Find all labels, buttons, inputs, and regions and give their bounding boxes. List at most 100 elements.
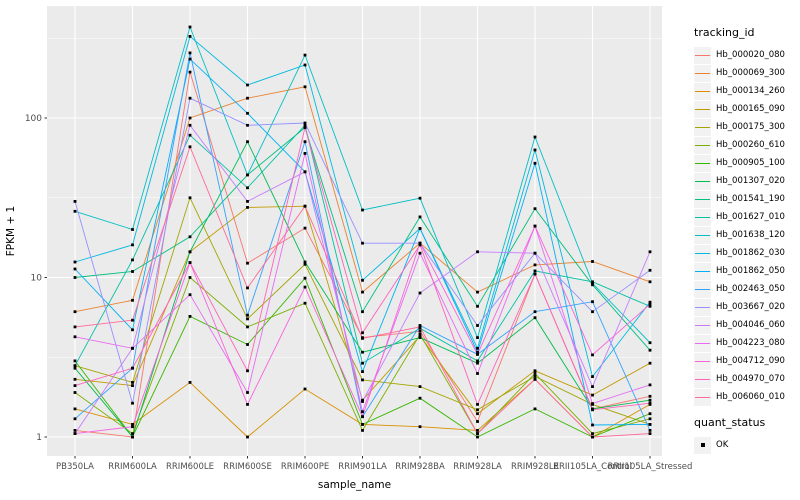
data-point [73, 359, 77, 363]
data-point [361, 331, 364, 335]
data-point [303, 387, 307, 391]
legend-line-swatch [695, 216, 710, 218]
legend-item: Hb_001307_020 [694, 172, 800, 190]
legend-item-label: Hb_000260_610 [716, 140, 785, 150]
legend-key-box [694, 208, 711, 226]
legend-key-box [694, 244, 711, 262]
data-point [246, 123, 249, 127]
data-point [73, 310, 77, 314]
data-point [188, 116, 192, 120]
data-point [131, 423, 134, 426]
legend-key-box [694, 262, 711, 280]
legend-item-label: Hb_001638_120 [716, 230, 785, 240]
legend-item-label: Hb_001541_190 [716, 194, 785, 204]
data-point [246, 261, 249, 265]
legend-entries: Hb_000020_080 Hb_000069_300 Hb_000134_260 H… [694, 46, 800, 406]
legend-item: Hb_000134_260 [694, 82, 800, 100]
data-point [476, 361, 479, 365]
legend-item: Hb_004046_060 [694, 316, 800, 334]
y-axis-title: FPKM + 1 [5, 206, 17, 256]
data-point [533, 272, 537, 276]
data-point [361, 350, 364, 354]
data-point [648, 361, 652, 365]
data-point [533, 316, 537, 320]
data-point [361, 278, 364, 282]
x-tick-label: RRIM600PE [281, 462, 329, 472]
data-point [303, 126, 307, 129]
data-point [73, 364, 77, 368]
data-point [361, 415, 364, 419]
data-point [533, 310, 537, 314]
data-point [188, 25, 192, 29]
data-point [303, 63, 307, 67]
data-point [188, 261, 192, 264]
data-point [73, 377, 77, 381]
legend-item-label: Hb_000020_080 [716, 50, 785, 60]
legend-key-box [694, 172, 711, 190]
data-point [476, 324, 479, 327]
data-point [591, 310, 594, 314]
data-point [476, 420, 479, 423]
data-point [188, 133, 192, 137]
legend-item: Hb_001627_010 [694, 208, 800, 226]
data-point [131, 432, 134, 435]
data-point [73, 267, 77, 271]
x-tick-label: RRIM928BA [395, 462, 445, 472]
data-point [648, 348, 652, 352]
x-axis-title: sample_name [318, 479, 391, 491]
data-point [591, 280, 594, 284]
legend-item: Hb_004712_090 [694, 352, 800, 370]
data-point [476, 429, 479, 432]
data-point [591, 300, 594, 304]
data-point [648, 383, 652, 387]
legend-title-tracking-id: tracking_id [694, 26, 755, 39]
data-point [361, 290, 364, 294]
legend-item: Hb_000905_100 [694, 154, 800, 172]
legend-item-label: Hb_001627_010 [716, 212, 785, 222]
legend-line-swatch [695, 378, 710, 380]
data-point [131, 270, 134, 273]
legend-key-box [694, 64, 711, 82]
data-point [361, 361, 364, 365]
legend-key-box [694, 154, 711, 172]
data-point [476, 304, 479, 308]
data-point [533, 369, 537, 373]
legend-line-swatch [695, 288, 710, 290]
legend-quant-status: quant_status OK [694, 416, 800, 454]
data-point [591, 435, 594, 439]
data-point [533, 148, 537, 152]
legend-item: Hb_001638_120 [694, 226, 800, 244]
data-point [303, 140, 307, 144]
data-point [131, 435, 134, 439]
data-point [303, 204, 307, 208]
data-point [418, 396, 422, 400]
data-point [131, 243, 134, 247]
data-point [188, 145, 192, 149]
legend-key-box [694, 136, 711, 154]
data-point [418, 334, 422, 338]
data-point [476, 435, 479, 439]
legend-item: Hb_000165_090 [694, 100, 800, 118]
legend-item: Hb_004223_080 [694, 334, 800, 352]
data-point [246, 403, 249, 406]
data-point [533, 372, 537, 375]
legend-item: Hb_001541_190 [694, 190, 800, 208]
legend-item: Hb_003667_020 [694, 298, 800, 316]
data-point [533, 375, 537, 378]
data-point [73, 209, 77, 213]
data-point [533, 269, 537, 273]
data-point [648, 250, 652, 254]
data-point [188, 250, 192, 254]
data-point [188, 51, 192, 55]
legend-item-label: Hb_004223_080 [716, 338, 785, 348]
legend-key-box [694, 226, 711, 244]
legend-key-box [694, 352, 711, 370]
legend-item-label: Hb_004970_070 [716, 374, 785, 384]
data-point [476, 352, 479, 356]
data-point [188, 96, 192, 100]
data-point [591, 260, 594, 263]
data-point [73, 391, 77, 394]
data-point [533, 251, 537, 255]
legend-line-swatch [695, 270, 710, 272]
legend-key-box [694, 118, 711, 136]
